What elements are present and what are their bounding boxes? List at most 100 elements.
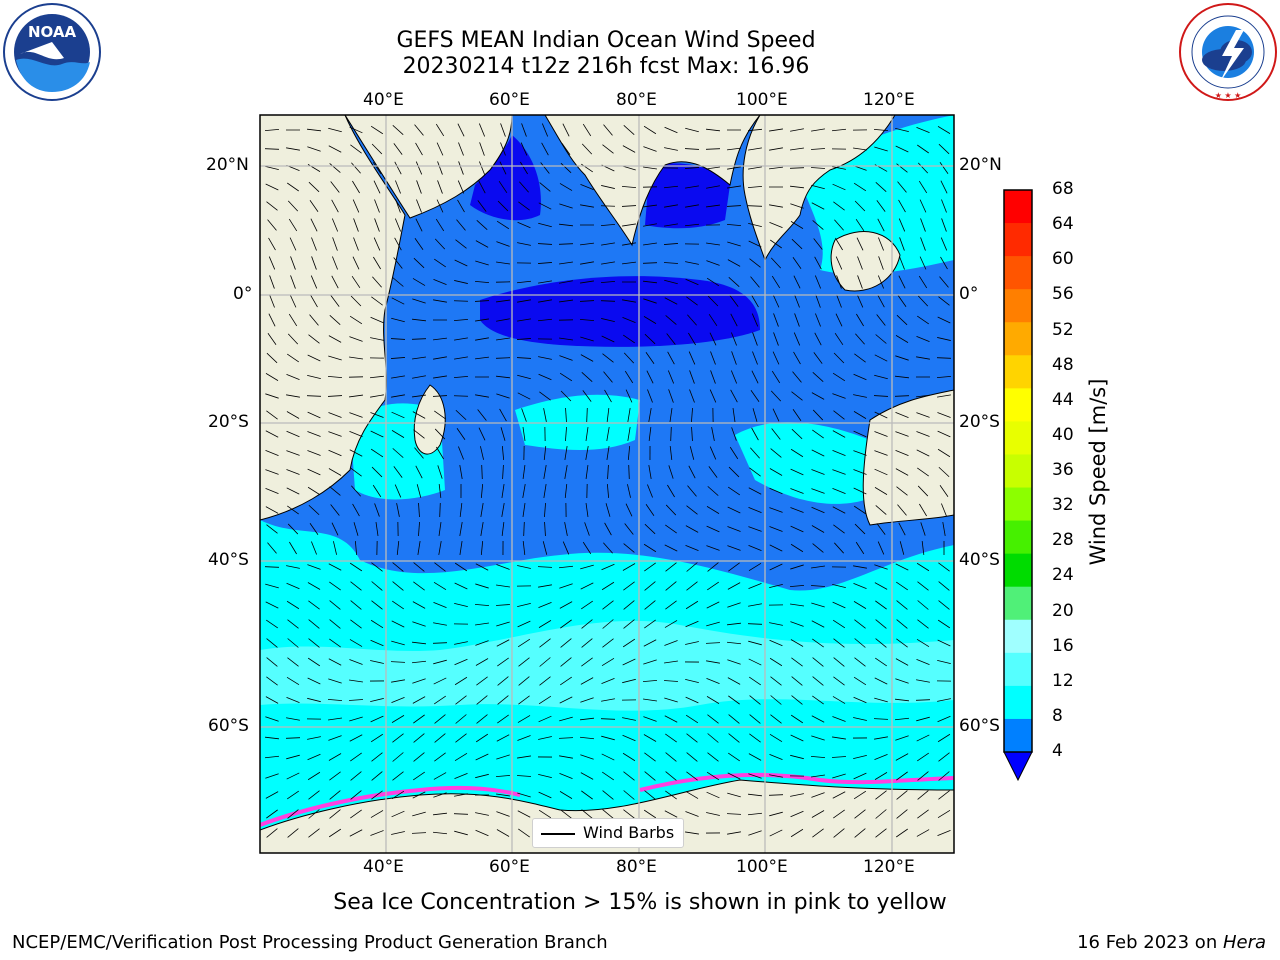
wind-barb — [538, 280, 552, 284]
wind-barb — [288, 218, 298, 232]
wind-barb — [794, 294, 800, 308]
wind-barb — [728, 277, 740, 287]
wind-barb — [685, 620, 699, 628]
wind-barb — [559, 583, 573, 589]
wind-barb — [769, 526, 783, 532]
wind-barb — [601, 335, 615, 343]
wind-barb — [603, 124, 613, 136]
wind-barb — [832, 488, 846, 494]
wind-barb — [391, 640, 405, 646]
wind-barb — [581, 372, 593, 382]
wind-barb — [727, 259, 741, 267]
wind-barb — [307, 736, 321, 740]
wind-barb — [265, 791, 279, 799]
wind-barb — [727, 526, 741, 532]
wind-barb — [878, 237, 884, 251]
wind-barb — [559, 299, 573, 303]
wind-barb — [373, 256, 381, 270]
wind-barb — [627, 484, 631, 498]
wind-barb — [432, 395, 448, 397]
wind-barb — [350, 295, 362, 307]
wind-barb — [748, 583, 762, 589]
wind-barb — [603, 542, 613, 554]
wind-barb — [769, 811, 783, 817]
wind-barb — [938, 752, 950, 762]
wind-barb — [517, 565, 531, 569]
wind-barb — [391, 790, 405, 800]
wind-barb — [853, 411, 867, 419]
wind-barb — [727, 659, 741, 665]
wind-barb — [517, 318, 531, 322]
wind-barb — [874, 431, 888, 437]
lat-label-right-20n: 20°N — [959, 155, 1002, 175]
wind-barb — [811, 810, 825, 818]
wind-barb — [728, 733, 740, 743]
wind-barb — [747, 185, 763, 189]
wind-barb — [705, 148, 721, 150]
wind-barb — [689, 370, 695, 384]
wind-barb — [729, 295, 739, 307]
wind-barb — [670, 426, 672, 442]
wind-barb — [917, 619, 929, 629]
wind-barb — [370, 125, 384, 135]
wind-barb — [264, 755, 280, 759]
wind-barb — [623, 790, 635, 800]
wind-barb — [286, 717, 300, 721]
wind-barb — [895, 698, 909, 702]
lon-label-bottom-60e: 60°E — [489, 857, 530, 877]
wind-barb — [727, 486, 741, 496]
wind-barb — [437, 465, 443, 479]
wind-barb — [416, 180, 422, 194]
wind-barb — [522, 465, 526, 479]
wind-barb — [685, 831, 699, 835]
wind-barb — [600, 280, 616, 284]
wind-barb — [413, 714, 425, 724]
map-legend: Wind Barbs — [532, 818, 684, 848]
wind-barb — [748, 563, 762, 571]
wind-barb — [707, 295, 719, 307]
colorbar-tick-label: 52 — [1052, 319, 1074, 340]
wind-barb — [874, 564, 888, 570]
wind-barb — [287, 200, 299, 212]
wind-barb — [602, 638, 614, 648]
wind-barb — [628, 464, 630, 480]
wind-barb — [414, 447, 424, 459]
wind-barb — [497, 200, 509, 212]
wind-barb — [833, 809, 845, 819]
wind-barb — [793, 332, 801, 346]
wind-barb — [606, 483, 610, 499]
wind-barb — [581, 143, 593, 155]
wind-barb — [709, 446, 717, 460]
wind-barb — [875, 657, 887, 667]
wind-barb — [937, 619, 951, 629]
wind-barb — [811, 565, 825, 569]
wind-barb — [286, 374, 300, 380]
wind-barb — [625, 389, 633, 403]
wind-barb — [538, 695, 552, 705]
wind-barb — [391, 317, 405, 323]
wind-barb — [664, 147, 678, 151]
wind-barb — [937, 337, 951, 341]
wind-barb — [418, 521, 420, 537]
wind-barb — [288, 313, 298, 327]
wind-barb — [853, 430, 867, 438]
wind-barb — [854, 619, 866, 629]
wind-barb — [917, 144, 929, 154]
wind-barb — [391, 430, 405, 438]
lon-label-bottom-40e: 40°E — [363, 857, 404, 877]
wind-barb — [643, 223, 657, 227]
wind-barb — [501, 484, 505, 498]
wind-barb — [894, 717, 910, 721]
wind-barb — [663, 243, 679, 245]
wind-barb — [622, 145, 636, 153]
wind-barb — [287, 809, 299, 819]
wind-barb — [370, 810, 384, 818]
wind-barb — [748, 793, 762, 797]
wind-barb — [812, 409, 824, 421]
wind-barb — [726, 223, 742, 227]
wind-barb — [497, 676, 509, 686]
wind-barb — [812, 372, 824, 382]
wind-barb — [937, 126, 951, 134]
wind-barb — [896, 486, 908, 496]
